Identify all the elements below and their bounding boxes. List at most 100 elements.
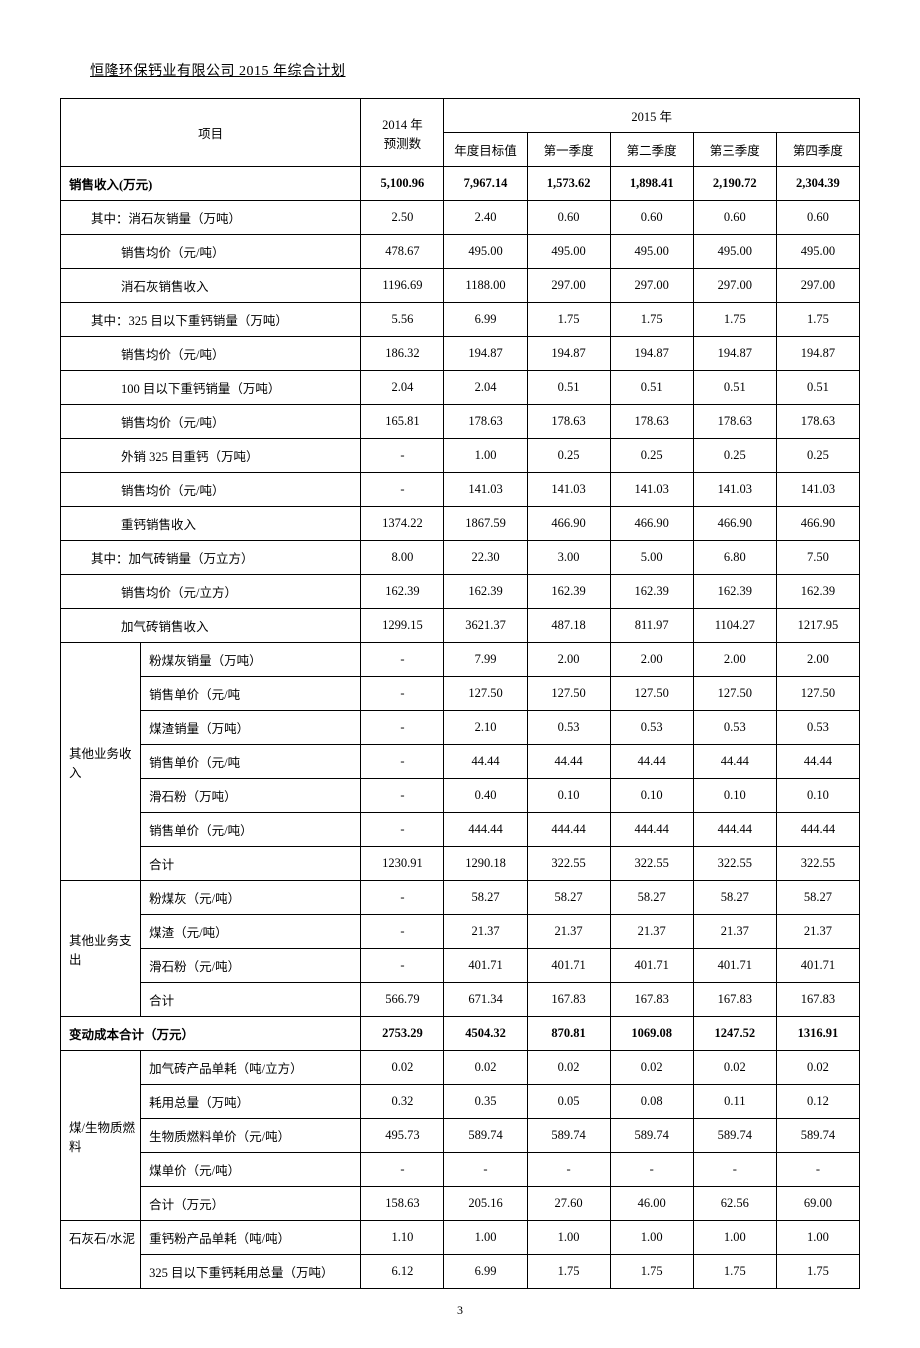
group-other-income: 其他业务收入	[61, 643, 141, 881]
cell: 205.16	[444, 1187, 527, 1221]
cell: 167.83	[776, 983, 859, 1017]
cell: 127.50	[527, 677, 610, 711]
col-annual: 年度目标值	[444, 133, 527, 167]
cell: 5.00	[610, 541, 693, 575]
cell: 1.10	[361, 1221, 444, 1255]
cell: 297.00	[693, 269, 776, 303]
cell: 1867.59	[444, 507, 527, 541]
cell: 127.50	[776, 677, 859, 711]
plan-table: 项目 2014 年 预测数 2015 年 年度目标值 第一季度 第二季度 第三季…	[60, 98, 860, 1289]
row-label: 加气砖销售收入	[61, 609, 361, 643]
cell: 58.27	[693, 881, 776, 915]
cell: 0.10	[693, 779, 776, 813]
cell: 1.75	[610, 1255, 693, 1289]
table-row: 生物质燃料单价（元/吨） 495.73589.74589.74589.74589…	[61, 1119, 860, 1153]
table-row: 煤渣（元/吨） -21.3721.3721.3721.3721.37	[61, 915, 860, 949]
cell: 194.87	[444, 337, 527, 371]
cell: 466.90	[527, 507, 610, 541]
row-label: 销售均价（元/吨）	[61, 405, 361, 439]
table-row: 合计 1230.911290.18322.55322.55322.55322.5…	[61, 847, 860, 881]
table-row: 变动成本合计（万元） 2753.294504.32870.811069.0812…	[61, 1017, 860, 1051]
table-row: 其中：325 目以下重钙销量（万吨） 5.566.991.751.751.751…	[61, 303, 860, 337]
col-2014: 2014 年 预测数	[361, 99, 444, 167]
cell: 322.55	[776, 847, 859, 881]
cell: 141.03	[444, 473, 527, 507]
cell: 162.39	[444, 575, 527, 609]
cell: -	[361, 915, 444, 949]
cell: 7.50	[776, 541, 859, 575]
cell: 0.25	[776, 439, 859, 473]
cell: 401.71	[693, 949, 776, 983]
cell: 62.56	[693, 1187, 776, 1221]
row-label: 重钙销售收入	[61, 507, 361, 541]
cell: -	[610, 1153, 693, 1187]
cell: 0.10	[527, 779, 610, 813]
cell: 194.87	[776, 337, 859, 371]
cell: 401.71	[527, 949, 610, 983]
cell: 0.53	[527, 711, 610, 745]
cell: 21.37	[444, 915, 527, 949]
cell: 162.39	[693, 575, 776, 609]
cell: 2753.29	[361, 1017, 444, 1051]
row-label: 合计	[141, 983, 361, 1017]
cell: 0.40	[444, 779, 527, 813]
table-row: 外销 325 目重钙（万吨） -1.000.250.250.250.25	[61, 439, 860, 473]
cell: -	[361, 881, 444, 915]
cell: -	[444, 1153, 527, 1187]
cell: 2.10	[444, 711, 527, 745]
cell: 3621.37	[444, 609, 527, 643]
cell: 495.00	[527, 235, 610, 269]
cell: 1.75	[610, 303, 693, 337]
cell: 2,190.72	[693, 167, 776, 201]
cell: 0.02	[693, 1051, 776, 1085]
cell: 6.80	[693, 541, 776, 575]
cell: 444.44	[527, 813, 610, 847]
row-label: 其中：325 目以下重钙销量（万吨）	[61, 303, 361, 337]
page-number: 3	[60, 1303, 860, 1318]
cell: 0.02	[610, 1051, 693, 1085]
cell: 1.75	[527, 303, 610, 337]
cell: 0.25	[610, 439, 693, 473]
table-row: 煤单价（元/吨） ------	[61, 1153, 860, 1187]
cell: 589.74	[444, 1119, 527, 1153]
row-label: 滑石粉（元/吨）	[141, 949, 361, 983]
cell: 0.11	[693, 1085, 776, 1119]
cell: 5,100.96	[361, 167, 444, 201]
cell: 589.74	[610, 1119, 693, 1153]
cell: 44.44	[444, 745, 527, 779]
col-item: 项目	[61, 99, 361, 167]
row-label: 煤单价（元/吨）	[141, 1153, 361, 1187]
cell: 141.03	[610, 473, 693, 507]
cell: 0.10	[776, 779, 859, 813]
cell: 0.60	[693, 201, 776, 235]
col-2015: 2015 年	[444, 99, 860, 133]
cell: 44.44	[776, 745, 859, 779]
row-label: 重钙粉产品单耗（吨/吨）	[141, 1221, 361, 1255]
cell: 0.51	[610, 371, 693, 405]
cell: 21.37	[693, 915, 776, 949]
cell: 186.32	[361, 337, 444, 371]
cell: 5.56	[361, 303, 444, 337]
cell: 1.00	[444, 1221, 527, 1255]
cell: -	[776, 1153, 859, 1187]
cell: 589.74	[693, 1119, 776, 1153]
cell: 46.00	[610, 1187, 693, 1221]
cell: 127.50	[693, 677, 776, 711]
table-row: 其中：消石灰销量（万吨） 2.502.400.600.600.600.60	[61, 201, 860, 235]
cell: 58.27	[527, 881, 610, 915]
table-row: 滑石粉（元/吨） -401.71401.71401.71401.71401.71	[61, 949, 860, 983]
cell: 6.12	[361, 1255, 444, 1289]
table-row: 325 目以下重钙耗用总量（万吨） 6.126.991.751.751.751.…	[61, 1255, 860, 1289]
cell: -	[361, 1153, 444, 1187]
cell: 1316.91	[776, 1017, 859, 1051]
cell: 158.63	[361, 1187, 444, 1221]
table-row: 合计 566.79671.34167.83167.83167.83167.83	[61, 983, 860, 1017]
cell: 178.63	[527, 405, 610, 439]
cell: 194.87	[610, 337, 693, 371]
cell: 495.00	[444, 235, 527, 269]
table-row: 销售单价（元/吨 -127.50127.50127.50127.50127.50	[61, 677, 860, 711]
cell: 7.99	[444, 643, 527, 677]
table-row: 100 目以下重钙销量（万吨） 2.042.040.510.510.510.51	[61, 371, 860, 405]
cell: 6.99	[444, 303, 527, 337]
cell: 3.00	[527, 541, 610, 575]
